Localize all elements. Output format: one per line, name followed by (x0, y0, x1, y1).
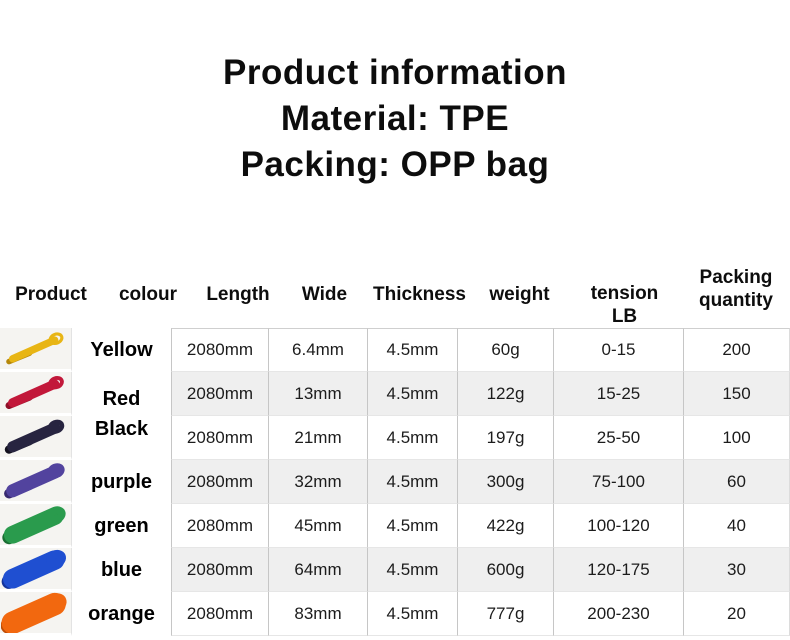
table-row: purple 2080mm 32mm 4.5mm 300g 75-100 60 (0, 460, 790, 504)
header-packing-quantity: Packing quantity (682, 188, 790, 328)
band-image-red (0, 372, 72, 416)
header-product: Product (15, 284, 87, 305)
colour-label: purple (72, 460, 171, 504)
wide-value: 13mm (268, 372, 367, 416)
resistance-band-icon (1, 549, 66, 589)
band-image-blue (0, 548, 72, 592)
wide-value: 64mm (268, 548, 367, 592)
header-packing-line2: quantity (699, 290, 773, 311)
header-weight: weight (489, 284, 550, 305)
band-image-black (0, 416, 72, 460)
thickness-value: 4.5mm (367, 416, 457, 460)
wide-value: 32mm (268, 460, 367, 504)
weight-value: 422g (457, 504, 553, 548)
packing-quantity-value: 100 (683, 416, 790, 460)
packing-quantity-value: 40 (683, 504, 790, 548)
resistance-band-icon (4, 376, 64, 410)
band-image-yellow (0, 328, 72, 372)
band-image-purple (0, 460, 72, 504)
weight-value: 300g (457, 460, 553, 504)
tension-value: 0-15 (553, 328, 683, 372)
band-image-green (0, 504, 72, 548)
resistance-band-icon (4, 419, 64, 454)
tension-value: 100-120 (553, 504, 683, 548)
table-row: blue 2080mm 64mm 4.5mm 600g 120-175 30 (0, 548, 790, 592)
header-packing-line1: Packing (699, 267, 773, 288)
thickness-value: 4.5mm (367, 504, 457, 548)
length-value: 2080mm (171, 460, 268, 504)
table-row: Yellow 2080mm 6.4mm 4.5mm 60g 0-15 200 (0, 328, 790, 372)
thickness-value: 4.5mm (367, 592, 457, 636)
title-line-product-information: Product information (223, 53, 567, 92)
length-value: 2080mm (171, 416, 268, 460)
tension-value: 120-175 (553, 548, 683, 592)
title-line-material: Material: TPE (280, 99, 510, 138)
wide-value: 45mm (268, 504, 367, 548)
wide-value: 83mm (268, 592, 367, 636)
thickness-value: 4.5mm (367, 460, 457, 504)
packing-quantity-value: 20 (683, 592, 790, 636)
packing-quantity-value: 200 (683, 328, 790, 372)
colour-label: Yellow (72, 328, 171, 372)
colour-label: green (72, 504, 171, 548)
resistance-band-icon (0, 592, 67, 633)
colour-label: orange (72, 592, 171, 636)
header-wide: Wide (301, 284, 348, 305)
tension-value: 15-25 (553, 372, 683, 416)
colour-label: Black (72, 407, 171, 451)
thickness-value: 4.5mm (367, 328, 457, 372)
title-line-packing: Packing: OPP bag (240, 145, 550, 184)
resistance-band-icon (3, 463, 65, 499)
tension-value: 75-100 (553, 460, 683, 504)
length-value: 2080mm (171, 548, 268, 592)
resistance-band-icon (5, 332, 63, 365)
weight-value: 600g (457, 548, 553, 592)
table-row: Black 2080mm 21mm 4.5mm 197g 25-50 100 (0, 407, 790, 460)
packing-quantity-value: 60 (683, 460, 790, 504)
weight-value: 777g (457, 592, 553, 636)
header-tension-label: tension (590, 283, 659, 304)
colour-label: blue (72, 548, 171, 592)
weight-value: 197g (457, 416, 553, 460)
header-tension: tension LB (567, 188, 682, 328)
thickness-value: 4.5mm (367, 372, 457, 416)
length-value: 2080mm (171, 592, 268, 636)
tension-value: 25-50 (553, 416, 683, 460)
packing-quantity-value: 150 (683, 372, 790, 416)
wide-value: 21mm (268, 416, 367, 460)
length-value: 2080mm (171, 328, 268, 372)
packing-quantity-value: 30 (683, 548, 790, 592)
header-tension-unit: LB (611, 306, 638, 327)
table-row: green 2080mm 45mm 4.5mm 422g 100-120 40 (0, 504, 790, 548)
header-length: Length (206, 284, 270, 305)
wide-value: 6.4mm (268, 328, 367, 372)
band-image-orange (0, 592, 72, 636)
header-colour: colour (118, 284, 178, 305)
weight-value: 122g (457, 372, 553, 416)
thickness-value: 4.5mm (367, 548, 457, 592)
table-row: orange 2080mm 83mm 4.5mm 777g 200-230 20 (0, 592, 790, 636)
resistance-band-icon (1, 506, 66, 545)
page-title: Product information Material: TPE Packin… (0, 0, 790, 188)
weight-value: 60g (457, 328, 553, 372)
length-value: 2080mm (171, 504, 268, 548)
table-header-row: Product colour Length Wide Thickness wei… (0, 188, 790, 328)
header-thickness: Thickness (373, 284, 466, 305)
tension-value: 200-230 (553, 592, 683, 636)
length-value: 2080mm (171, 372, 268, 416)
